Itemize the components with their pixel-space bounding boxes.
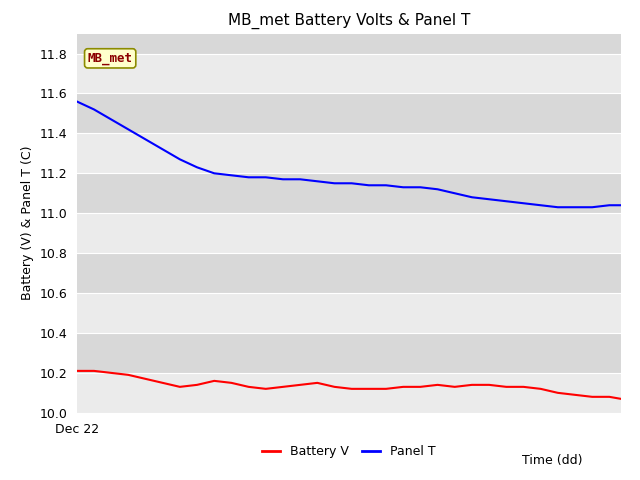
Battery V bbox=[125, 372, 132, 378]
Panel T bbox=[296, 177, 304, 182]
Battery V bbox=[331, 384, 339, 390]
Panel T bbox=[314, 179, 321, 184]
Panel T bbox=[571, 204, 579, 210]
Battery V bbox=[399, 384, 407, 390]
Battery V bbox=[262, 386, 269, 392]
Battery V bbox=[468, 382, 476, 388]
Panel T bbox=[417, 184, 424, 190]
Title: MB_met Battery Volts & Panel T: MB_met Battery Volts & Panel T bbox=[228, 13, 470, 29]
Battery V bbox=[73, 368, 81, 374]
Bar bbox=[77, 213, 621, 253]
Panel T bbox=[90, 107, 98, 112]
Battery V bbox=[348, 386, 355, 392]
Text: Time (dd): Time (dd) bbox=[522, 454, 582, 467]
Battery V bbox=[279, 384, 287, 390]
Battery V bbox=[451, 384, 459, 390]
Battery V bbox=[108, 370, 115, 376]
Bar bbox=[77, 173, 621, 213]
Battery V bbox=[193, 382, 201, 388]
Battery V bbox=[176, 384, 184, 390]
Bar bbox=[77, 94, 621, 133]
Panel T bbox=[176, 156, 184, 162]
Bar bbox=[77, 54, 621, 94]
Bar bbox=[77, 133, 621, 173]
Battery V bbox=[211, 378, 218, 384]
Panel T bbox=[211, 170, 218, 176]
Battery V bbox=[244, 384, 252, 390]
Battery V bbox=[485, 382, 493, 388]
Battery V bbox=[90, 368, 98, 374]
Battery V bbox=[520, 384, 527, 390]
Battery V bbox=[417, 384, 424, 390]
Panel T bbox=[279, 177, 287, 182]
Battery V bbox=[159, 380, 166, 386]
Panel T bbox=[73, 98, 81, 104]
Panel T bbox=[193, 165, 201, 170]
Bar bbox=[77, 253, 621, 293]
Bar bbox=[77, 293, 621, 333]
Panel T bbox=[485, 196, 493, 202]
Bar bbox=[77, 333, 621, 373]
Battery V bbox=[617, 396, 625, 402]
Battery V bbox=[296, 382, 304, 388]
Panel T bbox=[228, 172, 236, 178]
Panel T bbox=[125, 127, 132, 132]
Panel T bbox=[588, 204, 596, 210]
Bar bbox=[77, 373, 621, 413]
Battery V bbox=[571, 392, 579, 398]
Panel T bbox=[502, 198, 510, 204]
Line: Panel T: Panel T bbox=[77, 101, 621, 207]
Panel T bbox=[365, 182, 372, 188]
Battery V bbox=[502, 384, 510, 390]
Bar bbox=[77, 34, 621, 54]
Y-axis label: Battery (V) & Panel T (C): Battery (V) & Panel T (C) bbox=[20, 146, 34, 300]
Panel T bbox=[451, 191, 459, 196]
Panel T bbox=[262, 174, 269, 180]
Panel T bbox=[141, 136, 149, 142]
Panel T bbox=[520, 200, 527, 206]
Panel T bbox=[348, 180, 355, 186]
Line: Battery V: Battery V bbox=[77, 371, 621, 399]
Panel T bbox=[537, 203, 545, 208]
Battery V bbox=[365, 386, 372, 392]
Panel T bbox=[434, 186, 442, 192]
Battery V bbox=[554, 390, 562, 396]
Panel T bbox=[399, 184, 407, 190]
Panel T bbox=[244, 174, 252, 180]
Panel T bbox=[108, 117, 115, 122]
Battery V bbox=[588, 394, 596, 400]
Panel T bbox=[554, 204, 562, 210]
Panel T bbox=[331, 180, 339, 186]
Legend: Battery V, Panel T: Battery V, Panel T bbox=[257, 441, 441, 463]
Battery V bbox=[382, 386, 390, 392]
Battery V bbox=[314, 380, 321, 386]
Battery V bbox=[141, 376, 149, 382]
Panel T bbox=[159, 146, 166, 152]
Battery V bbox=[434, 382, 442, 388]
Battery V bbox=[228, 380, 236, 386]
Panel T bbox=[468, 194, 476, 200]
Panel T bbox=[382, 182, 390, 188]
Text: MB_met: MB_met bbox=[88, 52, 132, 65]
Battery V bbox=[605, 394, 613, 400]
Panel T bbox=[605, 203, 613, 208]
Panel T bbox=[617, 203, 625, 208]
Battery V bbox=[537, 386, 545, 392]
